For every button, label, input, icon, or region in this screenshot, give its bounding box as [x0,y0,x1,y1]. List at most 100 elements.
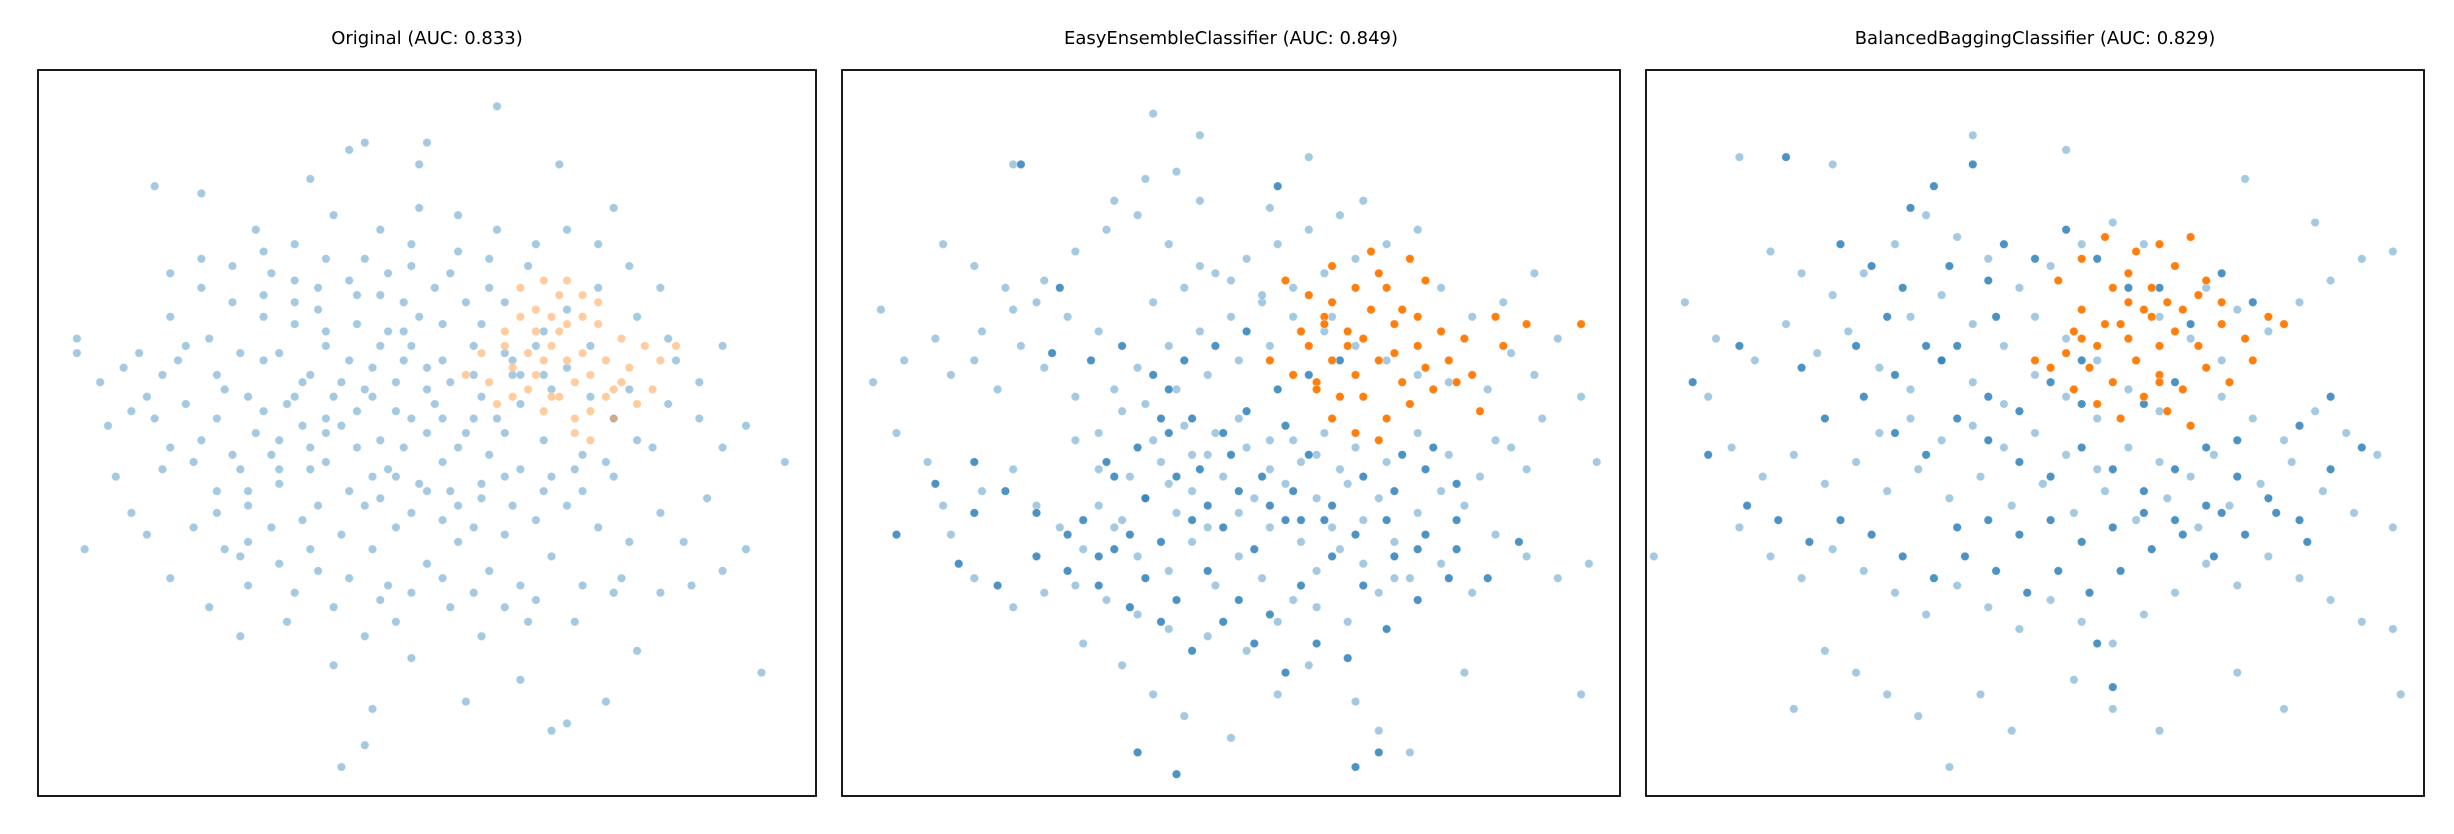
majority-point-confident [1835,515,1846,525]
majority-point [2248,413,2258,424]
majority-point-confident [1397,450,1407,460]
majority-point [1335,210,1345,220]
majority-point-confident [1851,341,1861,351]
minority-point [609,384,619,395]
majority-point [313,566,323,576]
majority-point-confident [1117,341,1127,351]
majority-point [1008,304,1018,315]
majority-point [1703,392,1713,402]
majority-point [1164,239,1174,249]
majority-point-confident [2248,297,2258,308]
majority-point-confident [1327,551,1337,562]
majority-point-confident [1125,529,1135,540]
minority-point [1327,261,1337,271]
majority-point [1649,551,1659,562]
majority-point [1553,573,1563,583]
majority-point [1999,399,2009,409]
majority-point [126,406,137,416]
majority-point-confident [2030,254,2040,264]
majority-point [593,522,603,533]
majority-point [2170,588,2180,598]
majority-point-confident [2209,551,2219,562]
minority-point [1389,348,1400,358]
minority-point [2139,392,2149,402]
majority-point [290,239,300,249]
minority-point [1296,326,1306,337]
majority-point [1374,493,1384,504]
majority-point-confident [1304,450,1314,460]
majority-point [663,399,673,409]
majority-point [1905,384,1916,395]
majority-point-confident [1132,747,1143,758]
minority-point [2185,421,2196,431]
majority-point [406,239,417,249]
majority-point [969,355,980,366]
majority-point [290,319,300,329]
majority-point [1358,195,1369,206]
majority-point-confident [1859,392,1869,402]
majority-point [1459,500,1470,511]
majority-point [1125,471,1135,482]
majority-point [1109,195,1120,206]
majority-point [1070,580,1081,591]
majority-point [546,384,557,395]
majority-point [1093,500,1104,511]
minority-point [655,355,666,366]
majority-point [1156,457,1166,467]
majority-point-confident [1280,421,1291,431]
majority-point-confident [2170,377,2180,387]
minority-point [2224,377,2235,387]
majority-point [624,261,635,271]
minority-point [2123,333,2134,344]
majority-point [297,421,308,431]
majority-point-confident [1342,653,1353,663]
minority-point [562,275,572,286]
majority-point [1358,559,1369,569]
majority-point [149,181,160,191]
majority-point-confident [1866,529,1877,540]
majority-point [274,435,284,446]
majority-point [414,312,424,322]
minority-point [593,297,603,308]
majority-point [515,580,526,591]
minority-point [2193,341,2204,351]
majority-point [2092,355,2102,366]
majority-point [679,537,689,547]
minority-point [1374,355,1384,366]
majority-point [2030,370,2040,380]
majority-point [1272,239,1283,249]
majority-point-confident [1358,471,1369,482]
minority-point [2216,319,2227,329]
minority-point [492,399,502,409]
majority-point-confident [1000,486,1011,496]
majority-point [422,559,432,569]
majority-point [891,428,902,438]
majority-point [1148,435,1158,446]
majority-point [360,384,370,395]
majority-point [1381,355,1392,366]
majority-point [1381,239,1392,249]
majority-point [593,283,603,293]
majority-point [2092,464,2102,475]
majority-point [1226,733,1236,743]
majority-point [1968,377,1978,387]
majority-point [227,450,238,460]
majority-point-confident [1171,471,1182,482]
minority-point [1412,341,1423,351]
majority-point [1117,660,1127,671]
majority-point [938,500,948,511]
minority-point [2108,377,2118,387]
majority-point [422,486,432,496]
majority-point [1537,413,1547,424]
majority-point [1039,588,1050,598]
majority-point [1304,224,1314,235]
majority-point [1944,493,1955,504]
majority-point [1109,384,1120,395]
majority-point [1734,152,1745,162]
majority-point [1506,348,1516,358]
minority-point [2084,363,2095,373]
majority-point [1389,537,1400,547]
minority-point [2216,297,2227,308]
minority-point [2061,348,2071,358]
minority-point [1342,326,1353,337]
